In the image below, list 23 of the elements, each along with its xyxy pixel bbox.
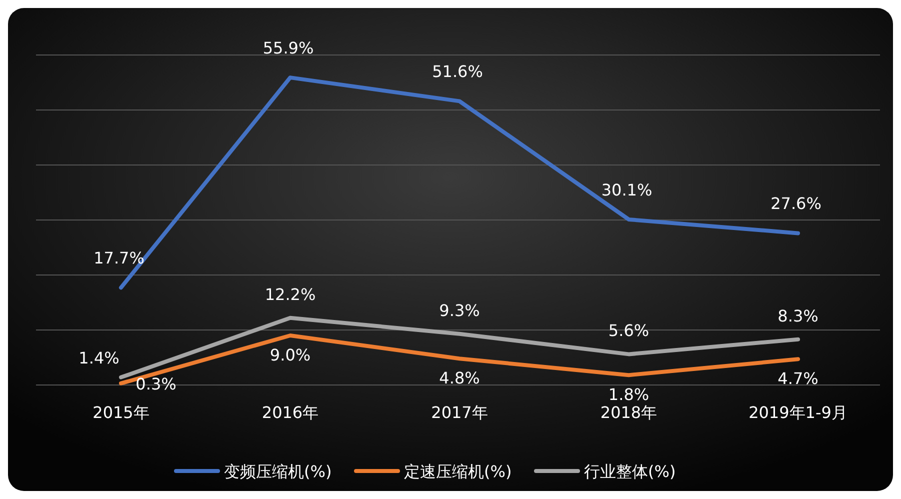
data-label: 9.3% — [439, 300, 480, 320]
x-tick-label: 2016年 — [262, 403, 319, 422]
data-label: 8.3% — [778, 306, 818, 326]
x-tick-label: 2017年 — [431, 403, 488, 422]
data-label: 4.7% — [778, 369, 818, 388]
data-label: 5.6% — [608, 321, 650, 340]
legend-label: 行业整体(%) — [584, 462, 676, 481]
data-label: 4.8% — [439, 368, 480, 388]
data-label: 0.3% — [136, 374, 176, 394]
data-label: 1.4% — [78, 348, 120, 368]
data-label: 12.2% — [264, 284, 316, 304]
x-tick-label: 2019年1-9月 — [748, 403, 848, 422]
legend-label: 定速压缩机(%) — [404, 462, 512, 481]
legend-label: 变频压缩机(%) — [224, 462, 332, 481]
data-label: 27.6% — [770, 194, 822, 214]
data-label: 30.1% — [601, 180, 652, 200]
x-tick-label: 2015年 — [92, 403, 150, 422]
data-label: 9.0% — [270, 346, 311, 364]
data-label: 17.7% — [94, 248, 144, 268]
data-label: 1.8% — [608, 385, 650, 404]
x-tick-label: 2018年 — [600, 403, 658, 422]
data-label: 55.9% — [262, 38, 314, 58]
data-label: 51.6% — [432, 62, 483, 82]
